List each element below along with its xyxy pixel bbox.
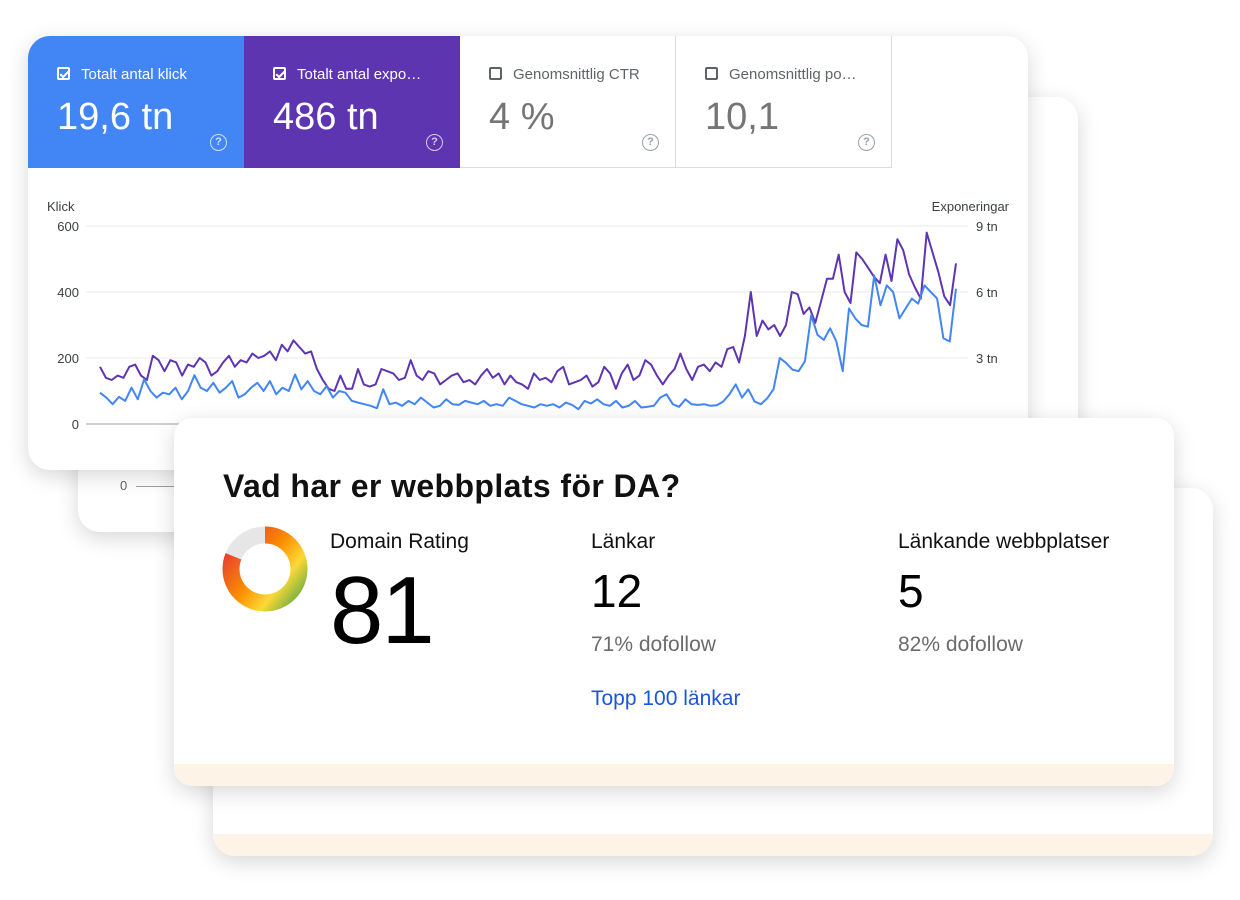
y-axis-title-left: Klick <box>47 199 75 214</box>
metric-tiles: Totalt antal klick 19,6 tn ? Totalt anta… <box>28 36 892 168</box>
rating-donut-icon <box>222 526 308 612</box>
metric-value: 10,1 <box>705 96 779 138</box>
linking-sites-dofollow: 82% dofollow <box>898 633 1023 656</box>
card-title: Vad har er webbplats för DA? <box>223 468 681 504</box>
clicks-line <box>99 274 957 411</box>
metric-value: 19,6 tn <box>57 96 174 138</box>
right-tick-label: 3 tn <box>976 351 998 366</box>
linking-sites-value: 5 <box>898 565 924 617</box>
metric-label: Genomsnittlig po… <box>729 66 857 83</box>
card-footer-band <box>174 764 1174 786</box>
linking-sites-label: Länkande webbplatser <box>898 530 1110 553</box>
axis-zero-label: 0 <box>120 478 128 493</box>
y-axis-title-right: Exponeringar <box>932 199 1010 214</box>
metric-tile-clicks[interactable]: Totalt antal klick 19,6 tn ? <box>28 36 244 168</box>
links-label: Länkar <box>591 530 656 553</box>
checkbox-icon[interactable] <box>489 67 502 80</box>
links-dofollow: 71% dofollow <box>591 633 716 656</box>
domain-rating-card: Vad har er webbplats för DA? Domain Rati… <box>174 418 1174 786</box>
checkbox-icon[interactable] <box>57 67 70 80</box>
domain-rating-label: Domain Rating <box>330 530 469 553</box>
links-value: 12 <box>591 565 643 617</box>
left-tick-label: 200 <box>57 351 79 366</box>
metric-label: Genomsnittlig CTR <box>513 66 640 83</box>
impressions-line <box>99 231 957 392</box>
right-tick-label: 6 tn <box>976 285 998 300</box>
metric-tile-impressions[interactable]: Totalt antal expo… 486 tn ? <box>244 36 460 168</box>
metric-tile-position[interactable]: Genomsnittlig po… 10,1 ? <box>676 36 892 168</box>
top-100-links-link[interactable]: Topp 100 länkar <box>591 687 741 710</box>
performance-card: Totalt antal klick 19,6 tn ? Totalt anta… <box>28 36 1028 470</box>
metric-label: Totalt antal expo… <box>297 66 422 83</box>
help-icon[interactable]: ? <box>642 134 659 151</box>
checkbox-icon[interactable] <box>273 67 286 80</box>
performance-chart: Klick Exponeringar 600 400 200 0 9 tn 6 tn 3 t… <box>47 199 1010 432</box>
card-footer-band <box>213 834 1213 856</box>
right-tick-label: 9 tn <box>976 219 998 234</box>
help-icon[interactable]: ? <box>426 134 443 151</box>
help-icon[interactable]: ? <box>858 134 875 151</box>
checkbox-icon[interactable] <box>705 67 718 80</box>
left-tick-label: 600 <box>57 219 79 234</box>
help-icon[interactable]: ? <box>210 134 227 151</box>
domain-rating-value: 81 <box>330 557 435 664</box>
left-tick-label: 0 <box>72 417 79 432</box>
metric-value: 486 tn <box>273 96 379 138</box>
left-tick-label: 400 <box>57 285 79 300</box>
metric-tile-ctr[interactable]: Genomsnittlig CTR 4 % ? <box>460 36 676 168</box>
metric-value: 4 % <box>489 96 555 138</box>
metric-label: Totalt antal klick <box>81 66 187 83</box>
